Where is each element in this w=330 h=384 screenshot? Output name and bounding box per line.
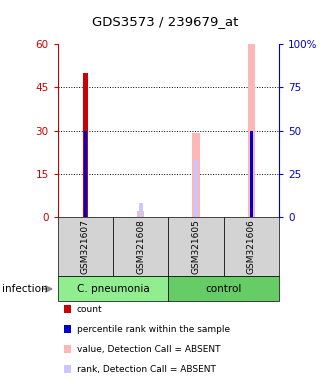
Text: GDS3573 / 239679_at: GDS3573 / 239679_at xyxy=(92,15,238,28)
Bar xyxy=(82,73,88,217)
Text: infection: infection xyxy=(2,284,47,294)
Text: GSM321606: GSM321606 xyxy=(247,219,256,274)
Text: value, Detection Call = ABSENT: value, Detection Call = ABSENT xyxy=(77,344,220,354)
Text: GSM321608: GSM321608 xyxy=(136,219,145,274)
Bar xyxy=(137,211,144,217)
Text: count: count xyxy=(77,305,103,314)
Bar xyxy=(139,203,143,217)
Text: control: control xyxy=(205,284,242,294)
Text: C. pneumonia: C. pneumonia xyxy=(77,284,149,294)
Bar xyxy=(194,160,198,217)
Text: percentile rank within the sample: percentile rank within the sample xyxy=(77,324,230,334)
Bar xyxy=(192,134,200,217)
Bar xyxy=(84,131,87,217)
Bar xyxy=(248,44,255,217)
Text: GSM321605: GSM321605 xyxy=(191,219,200,274)
Text: GSM321607: GSM321607 xyxy=(81,219,90,274)
Text: rank, Detection Call = ABSENT: rank, Detection Call = ABSENT xyxy=(77,364,216,374)
Bar xyxy=(249,131,253,217)
